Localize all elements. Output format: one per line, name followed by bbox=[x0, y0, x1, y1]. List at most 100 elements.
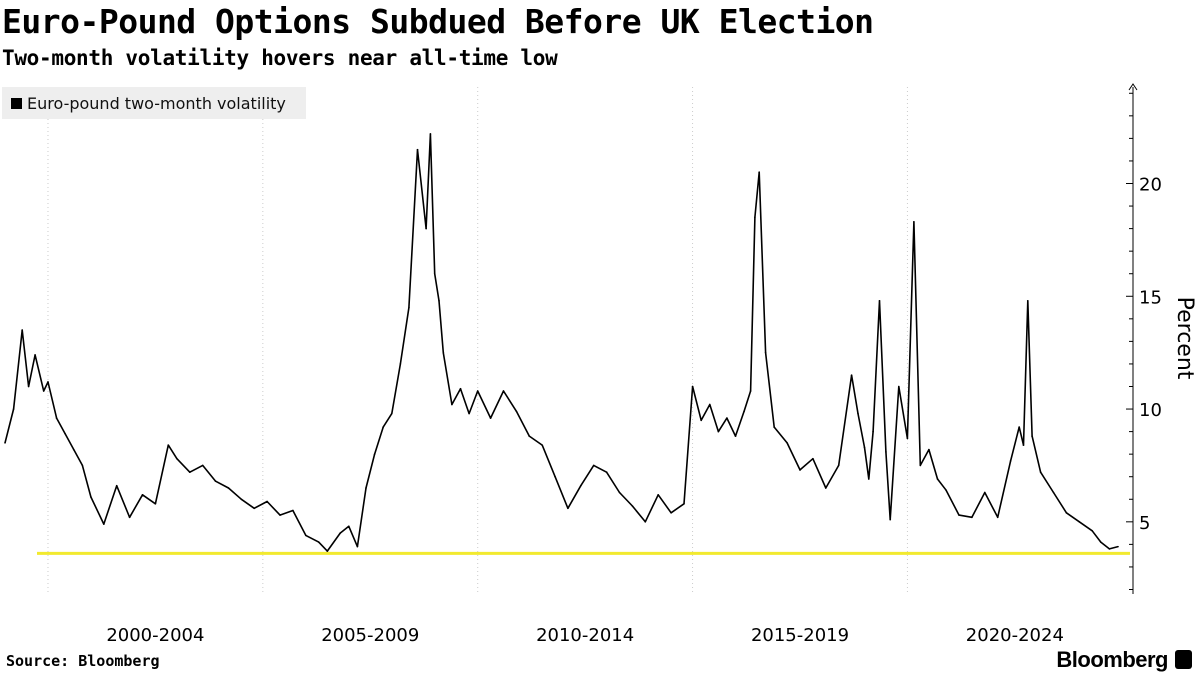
data-point-54 bbox=[541, 444, 543, 446]
data-point-35 bbox=[373, 453, 376, 455]
data-point-85 bbox=[863, 446, 866, 449]
data-point-76 bbox=[764, 351, 767, 354]
source-note: Source: Bloomberg bbox=[6, 652, 160, 670]
data-point-12 bbox=[103, 523, 105, 525]
data-point-7 bbox=[55, 417, 58, 419]
data-point-74 bbox=[754, 216, 756, 219]
y-tick-label-20: 20 bbox=[1139, 174, 1162, 195]
data-point-98 bbox=[958, 514, 960, 516]
data-point-26 bbox=[279, 514, 281, 516]
data-point-91 bbox=[898, 385, 900, 388]
data-point-94 bbox=[919, 464, 922, 467]
data-point-53 bbox=[528, 435, 531, 437]
data-point-31 bbox=[339, 532, 341, 534]
data-point-43 bbox=[433, 272, 436, 275]
data-point-90 bbox=[889, 518, 892, 521]
data-point-32 bbox=[347, 525, 350, 528]
data-point-69 bbox=[717, 430, 720, 433]
data-point-56 bbox=[567, 507, 569, 510]
data-point-114 bbox=[1117, 545, 1119, 548]
data-point-63 bbox=[657, 493, 659, 496]
y-tick-label-15: 15 bbox=[1139, 287, 1162, 308]
bloomberg-chart-icon bbox=[1175, 650, 1192, 669]
data-point-3 bbox=[27, 385, 30, 388]
data-point-33 bbox=[356, 545, 359, 548]
data-point-14 bbox=[128, 516, 131, 519]
data-point-6 bbox=[47, 381, 49, 383]
data-point-39 bbox=[408, 306, 410, 309]
data-point-47 bbox=[459, 387, 462, 390]
data-point-110 bbox=[1078, 521, 1081, 523]
data-point-2 bbox=[21, 329, 23, 331]
data-point-72 bbox=[743, 410, 745, 413]
data-point-86 bbox=[867, 478, 870, 480]
data-point-96 bbox=[936, 478, 939, 480]
data-point-25 bbox=[266, 500, 268, 503]
brand-logo: Bloomberg bbox=[1056, 647, 1168, 672]
data-point-58 bbox=[592, 464, 595, 467]
data-point-13 bbox=[115, 484, 118, 487]
data-point-29 bbox=[317, 541, 320, 543]
x-tick-label-4: 2020-2024 bbox=[966, 625, 1064, 646]
data-point-65 bbox=[683, 502, 685, 505]
data-point-77 bbox=[773, 426, 776, 428]
x-tick-label-2: 2010-2014 bbox=[536, 625, 634, 646]
data-point-49 bbox=[476, 390, 479, 392]
chart-title: Euro-Pound Options Subdued Before UK Ele… bbox=[2, 2, 874, 41]
data-point-79 bbox=[799, 469, 801, 471]
data-point-9 bbox=[72, 448, 75, 451]
legend: Euro-pound two-month volatility bbox=[2, 87, 306, 119]
y-tick-label-10: 10 bbox=[1139, 400, 1162, 421]
legend-label: Euro-pound two-month volatility bbox=[27, 93, 286, 113]
data-point-61 bbox=[631, 505, 634, 507]
data-point-52 bbox=[515, 410, 518, 413]
data-point-100 bbox=[983, 491, 986, 494]
data-point-64 bbox=[670, 512, 672, 514]
legend-swatch bbox=[11, 97, 22, 109]
data-point-11 bbox=[90, 496, 92, 498]
data-point-0 bbox=[4, 442, 6, 444]
data-point-59 bbox=[605, 471, 608, 474]
data-point-8 bbox=[64, 433, 66, 435]
data-point-5 bbox=[42, 390, 45, 392]
data-point-60 bbox=[618, 491, 621, 494]
data-point-27 bbox=[292, 509, 294, 512]
data-point-57 bbox=[580, 484, 582, 487]
data-point-87 bbox=[872, 430, 874, 433]
data-point-113 bbox=[1108, 548, 1111, 550]
data-point-15 bbox=[141, 493, 144, 496]
y-axis: 5 10 15 20 Percent bbox=[1126, 83, 1197, 594]
data-point-71 bbox=[734, 435, 737, 437]
data-point-112 bbox=[1100, 541, 1102, 543]
data-point-18 bbox=[176, 457, 178, 460]
data-point-38 bbox=[399, 363, 402, 365]
data-point-50 bbox=[489, 417, 492, 419]
plot-area bbox=[4, 133, 1130, 555]
data-point-67 bbox=[700, 419, 702, 422]
data-point-44 bbox=[438, 299, 440, 302]
data-point-41 bbox=[425, 227, 427, 230]
data-point-21 bbox=[214, 480, 217, 483]
data-point-51 bbox=[502, 390, 505, 392]
data-point-101 bbox=[996, 516, 999, 519]
y-tick-label-5: 5 bbox=[1139, 513, 1150, 534]
data-point-88 bbox=[878, 299, 881, 302]
x-gridlines bbox=[47, 87, 908, 594]
data-point-73 bbox=[749, 390, 752, 392]
data-point-40 bbox=[416, 148, 419, 151]
data-point-16 bbox=[154, 502, 157, 505]
data-point-1 bbox=[12, 408, 15, 410]
x-tick-label-0: 2000-2004 bbox=[106, 625, 204, 646]
data-point-104 bbox=[1022, 444, 1025, 446]
data-point-83 bbox=[850, 374, 853, 377]
data-point-99 bbox=[971, 516, 973, 519]
data-point-82 bbox=[837, 464, 840, 467]
data-point-102 bbox=[1009, 460, 1012, 462]
data-point-70 bbox=[726, 417, 728, 419]
x-axis-labels: 2000-2004 2005-2009 2010-2014 2015-2019 2020… bbox=[106, 625, 1064, 646]
data-point-28 bbox=[305, 534, 307, 537]
data-point-24 bbox=[253, 507, 256, 510]
data-point-42 bbox=[429, 133, 432, 135]
data-point-17 bbox=[167, 444, 170, 446]
